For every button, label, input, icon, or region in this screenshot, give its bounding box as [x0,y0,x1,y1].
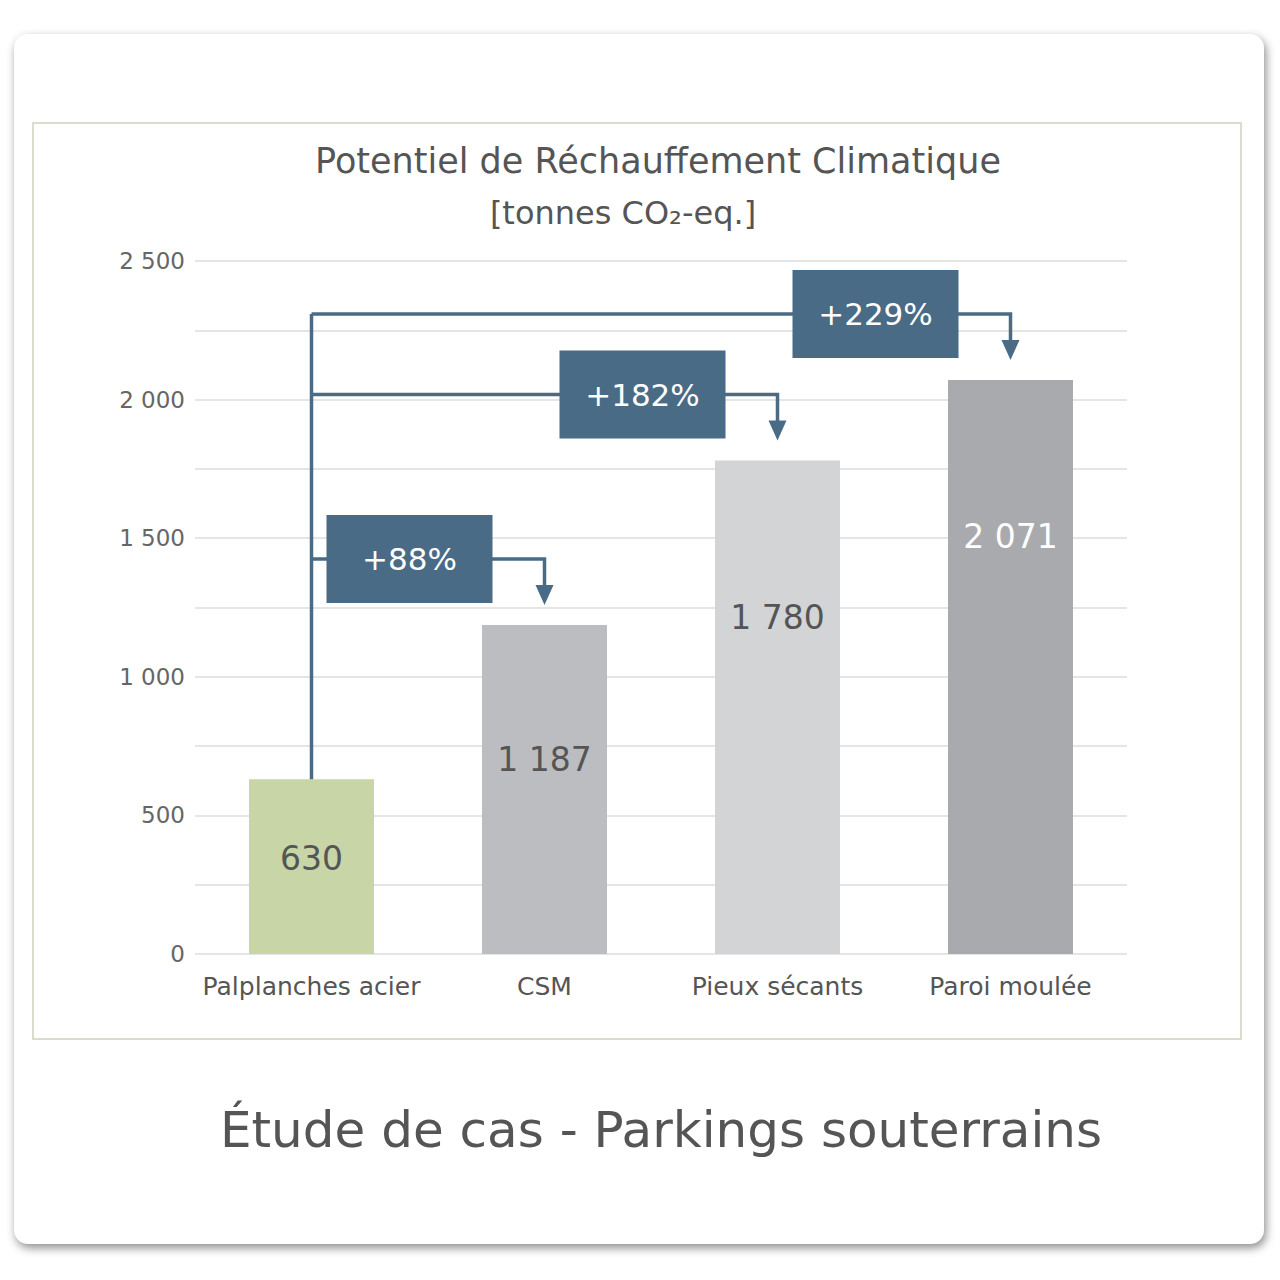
svg-text:Palplanches acier: Palplanches acier [203,972,422,1001]
svg-text:Étude de cas - Parkings souter: Étude de cas - Parkings souterrains [220,1100,1102,1159]
svg-text:[tonnes CO₂-eq.]: [tonnes CO₂-eq.] [490,194,756,232]
svg-text:+229%: +229% [818,296,933,332]
svg-text:2 000: 2 000 [119,387,185,413]
svg-text:2 500: 2 500 [119,248,185,274]
svg-text:1 500: 1 500 [119,525,185,551]
svg-text:500: 500 [141,802,185,828]
svg-text:1 780: 1 780 [730,598,824,637]
svg-text:1 000: 1 000 [119,664,185,690]
svg-text:+88%: +88% [362,541,457,577]
svg-text:0: 0 [170,941,185,967]
svg-text:+182%: +182% [585,377,700,413]
svg-text:Pieux sécants: Pieux sécants [692,972,864,1001]
svg-text:630: 630 [280,839,343,878]
svg-text:2 071: 2 071 [963,517,1057,556]
svg-text:Paroi moulée: Paroi moulée [929,972,1091,1001]
svg-text:1 187: 1 187 [497,740,591,779]
svg-text:Potentiel de Réchauffement Cli: Potentiel de Réchauffement Climatique [315,141,1001,181]
svg-text:CSM: CSM [517,972,572,1001]
